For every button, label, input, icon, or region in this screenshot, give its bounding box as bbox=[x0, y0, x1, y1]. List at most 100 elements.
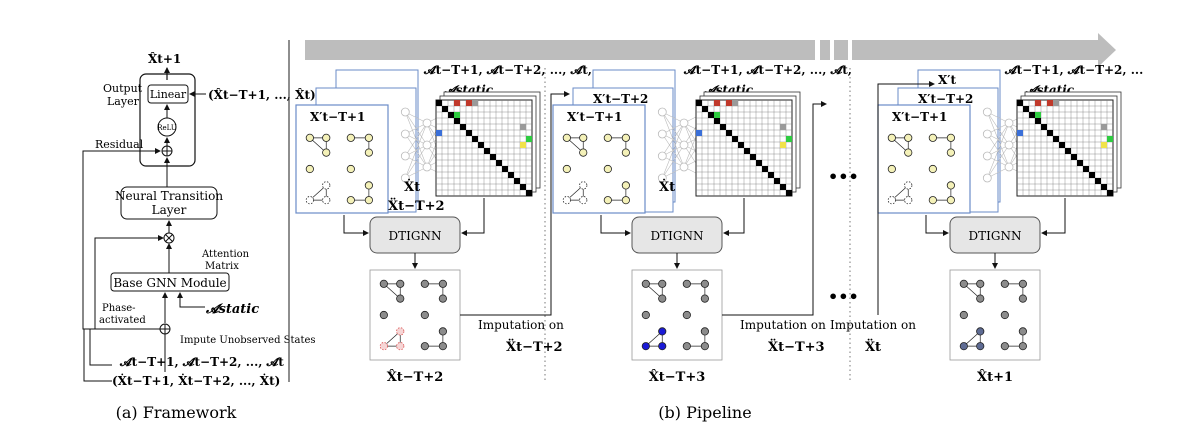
stage-3-diag-cell bbox=[1095, 178, 1101, 184]
stage-1-dtignn-label: DTIGNN bbox=[389, 229, 442, 243]
stage-2-diag-cell bbox=[738, 142, 744, 148]
stage-2-output-node bbox=[641, 310, 650, 320]
stage-2-diag-cell bbox=[702, 106, 708, 112]
stage-2-output-node bbox=[641, 279, 650, 288]
stage-2-front-label: X′t−T+1 bbox=[567, 110, 622, 124]
stage-2-input-graph bbox=[562, 133, 630, 205]
stage-2-output-node bbox=[641, 342, 650, 351]
stage-2-input-node bbox=[603, 133, 612, 142]
stage-3-diag-cell bbox=[1047, 130, 1053, 136]
stage-1-output-node bbox=[420, 279, 429, 288]
stage-3-input-node bbox=[887, 164, 896, 174]
phase-label-1: Phase- bbox=[102, 303, 136, 314]
stage-1-diag-cell bbox=[514, 178, 520, 184]
stage-1-diag-cell bbox=[442, 106, 448, 112]
stage-2-diag-cell bbox=[714, 118, 720, 124]
stage-3-input-node bbox=[946, 133, 955, 142]
stage-1-marked-cell bbox=[526, 136, 532, 142]
relu-node bbox=[157, 117, 177, 137]
stage-3-output-node bbox=[1000, 279, 1009, 288]
stage-1-card-front bbox=[295, 104, 389, 214]
stage-3-diag-cell bbox=[1101, 184, 1107, 190]
stage-1-marked-cell bbox=[520, 142, 526, 148]
stage-3-input-node bbox=[946, 148, 955, 157]
stage-1-output-node bbox=[396, 327, 405, 336]
stage-2-diag-cell bbox=[744, 148, 750, 154]
stage-1-dot-label: Ẋt bbox=[404, 179, 420, 195]
stage-1-input-node bbox=[322, 196, 331, 205]
stage-2-input-node bbox=[579, 148, 588, 157]
stage-1-output-label: X̂t−T+2 bbox=[387, 369, 444, 385]
stage-3-input-node bbox=[946, 181, 955, 190]
stage-2-output-node bbox=[700, 294, 709, 303]
stage-3-output-node bbox=[1000, 310, 1009, 320]
stage-1-diag-cell bbox=[472, 136, 478, 142]
stage-1-diag-cell bbox=[490, 154, 496, 160]
stage-3-input-node bbox=[928, 164, 937, 174]
stage-1-diag-cell bbox=[484, 148, 490, 154]
stage-1-output-node bbox=[438, 342, 447, 351]
stage-2-marked-cell bbox=[732, 100, 738, 106]
stage-2-diag-cell bbox=[720, 124, 726, 130]
linear-label: Linear bbox=[150, 88, 187, 101]
stage-3-output-node bbox=[1018, 279, 1027, 288]
linear-box bbox=[147, 84, 189, 104]
stage-2-imputation-var: Ẍt−T+3 bbox=[768, 339, 825, 355]
stage-1-marked-cell bbox=[454, 100, 460, 106]
stage-3-marked-cell bbox=[1017, 130, 1023, 136]
stage-2-diag-cell bbox=[780, 184, 786, 190]
time-arrow-bar-3 bbox=[834, 40, 848, 60]
stage-1-output-node bbox=[379, 342, 388, 351]
stage-2-output-node bbox=[700, 279, 709, 288]
stage-3-diag-cell bbox=[1041, 124, 1047, 130]
stage-2-output-node bbox=[658, 342, 667, 351]
time-arrow-bar-2 bbox=[820, 40, 830, 60]
stage-2-input-node bbox=[621, 196, 630, 205]
stage-3-output-graph bbox=[959, 279, 1027, 351]
stage-3-diag-cell bbox=[1059, 142, 1065, 148]
stage-3-dtignn-label: DTIGNN bbox=[969, 229, 1022, 243]
stage-1-output-node bbox=[420, 342, 429, 351]
stage-1-output-node bbox=[438, 294, 447, 303]
stage-3-output-node bbox=[976, 327, 985, 336]
stage-1-marked-cell bbox=[472, 100, 478, 106]
stage-1-adjacency-matrix bbox=[435, 91, 541, 197]
stage-2-output-graph bbox=[641, 279, 709, 351]
stage-2-input-node bbox=[579, 196, 588, 205]
stage-1-input-graph bbox=[305, 133, 373, 205]
stage-1-output-node bbox=[396, 342, 405, 351]
stage-3-input-node bbox=[928, 196, 937, 205]
framework-output-top: X̂t+1 bbox=[148, 51, 181, 66]
stage-3-back-label: X′t−T+2 bbox=[918, 92, 973, 106]
stage-2-input-node bbox=[579, 181, 588, 190]
ntl-label-2: Layer bbox=[152, 203, 187, 217]
stage-3-input-node bbox=[904, 148, 913, 157]
output-layer-label-2: Layer bbox=[107, 95, 140, 108]
stage-2-diag-cell bbox=[756, 160, 762, 166]
stage-3-output-node bbox=[959, 279, 968, 288]
stage-1-imputation-title: Imputation on bbox=[478, 318, 564, 332]
base-gnn-box bbox=[110, 272, 230, 292]
stage-3-input-node bbox=[904, 181, 913, 190]
time-arrow-bar-4 bbox=[852, 40, 1098, 60]
stage-1-output-node bbox=[379, 310, 388, 320]
stage-1-diag-cell bbox=[436, 100, 442, 106]
stage-3: X′t−T+1X′t−T+2X′t𝓐t−T+1, 𝓐t−T+2, ...𝓐sta… bbox=[830, 63, 1143, 385]
stage-connectors bbox=[460, 81, 935, 316]
stage-2-output-node bbox=[682, 310, 691, 320]
stage-3-diag-cell bbox=[1029, 112, 1035, 118]
stage-3-marked-cell bbox=[1101, 124, 1107, 130]
stage-2-diag-cell bbox=[750, 154, 756, 160]
stage-3-marked-cell bbox=[1035, 112, 1041, 118]
stage-2-diag-cell bbox=[708, 112, 714, 118]
stage-2-input-node bbox=[562, 164, 571, 174]
stage-2-diag-cell bbox=[696, 100, 702, 106]
pipeline-ellipsis-1: ••• bbox=[828, 167, 859, 186]
stage-1-input-node bbox=[364, 181, 373, 190]
framework-output-seq: (X̂t−T+1, ..., X̂t) bbox=[208, 87, 316, 102]
stage-1-output-node bbox=[420, 310, 429, 320]
phase-label-2: activated bbox=[99, 315, 146, 326]
stage-1-input-node bbox=[346, 164, 355, 174]
stage-1-output-node bbox=[438, 327, 447, 336]
stage-2-marked-cell bbox=[786, 136, 792, 142]
